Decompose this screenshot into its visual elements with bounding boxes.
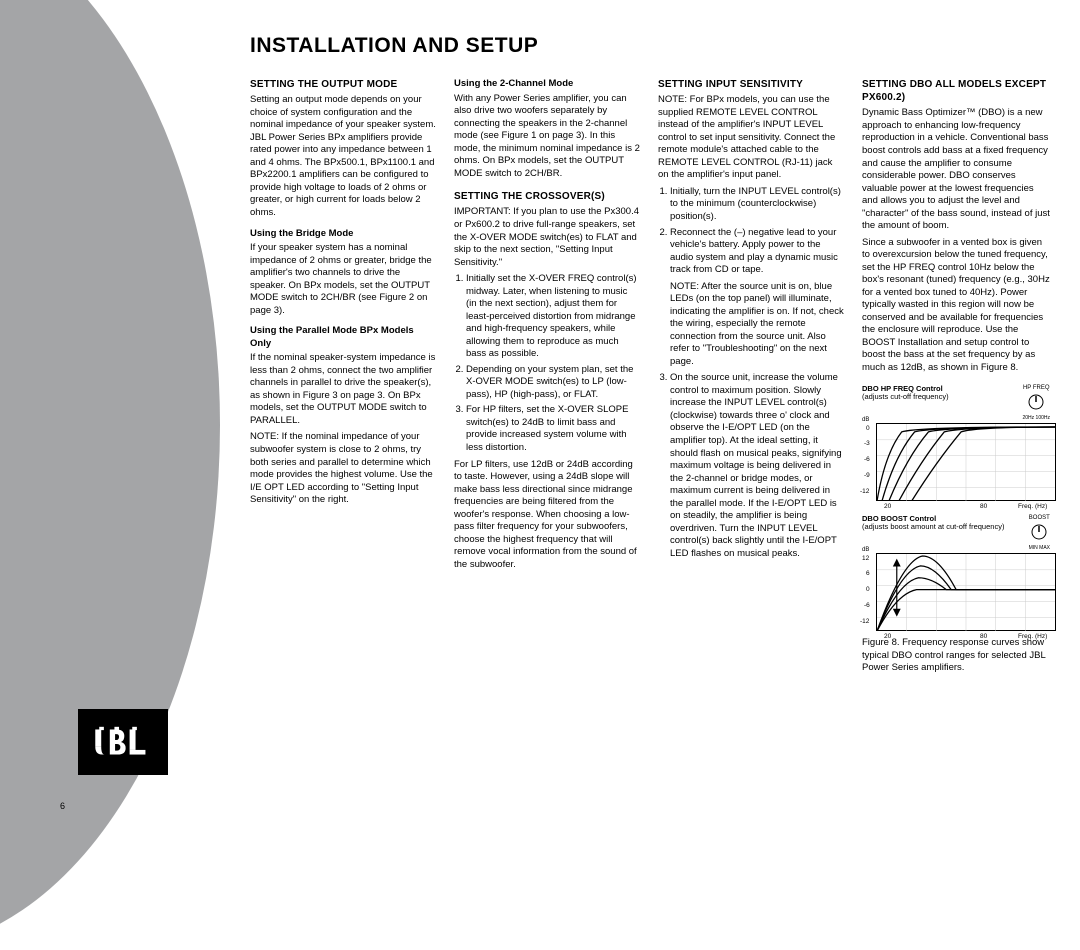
fig2-knob-label: BOOST	[1029, 515, 1050, 522]
para: Dynamic Bass Optimizer™ (DBO) is a new a…	[862, 107, 1050, 232]
heading-dbo: SETTING DBO ALL MODELS EXCEPT PX600.2)	[862, 78, 1050, 104]
ytick: 12	[862, 555, 869, 563]
para: With any Power Series amplifier, you can…	[454, 93, 640, 181]
para: For LP filters, use 12dB or 24dB accordi…	[454, 459, 640, 572]
columns: SETTING THE OUTPUT MODE Setting an outpu…	[250, 78, 1050, 678]
xtick: 20	[884, 503, 891, 511]
fig1-header: DBO HP FREQ Control (adjusts cut-off fre…	[862, 385, 1050, 421]
para: NOTE: After the source unit is on, blue …	[670, 281, 844, 369]
chart-boost	[876, 553, 1056, 631]
list-item: Initially, turn the INPUT LEVEL control(…	[670, 186, 844, 224]
ytick: 0	[866, 425, 870, 433]
ytick: -6	[864, 456, 870, 464]
list-item: Reconnect the (–) negative lead to your …	[670, 227, 844, 277]
knob-icon	[1026, 392, 1046, 412]
ytick: -9	[864, 472, 870, 480]
heading-crossover: SETTING THE CROSSOVER(S)	[454, 190, 640, 203]
ytick: -3	[864, 440, 870, 448]
background-arc	[0, 0, 220, 950]
figure-caption: Figure 8. Frequency response curves show…	[862, 637, 1050, 674]
heading-input-sens: SETTING INPUT SENSITIVITY	[658, 78, 844, 91]
knob-icon	[1029, 522, 1049, 542]
para: IMPORTANT: If you plan to use the Px300.…	[454, 206, 640, 269]
heading-parallel: Using the Parallel Mode BPx Models Only	[250, 325, 436, 350]
column-3: SETTING INPUT SENSITIVITY NOTE: For BPx …	[658, 78, 844, 678]
ytick: 6	[866, 570, 870, 578]
list-item: For HP filters, set the X-OVER SLOPE swi…	[466, 404, 640, 454]
fig2-range: MIN MAX	[1029, 545, 1050, 551]
xlabel: Freq. (Hz)	[1018, 633, 1047, 641]
page-number: 6	[60, 801, 65, 811]
fig1-sub: (adjusts cut-off frequency)	[862, 393, 1016, 401]
column-2: Using the 2-Channel Mode With any Power …	[454, 78, 640, 678]
jbl-logo	[78, 709, 168, 775]
ytick: -12	[860, 618, 869, 626]
chart-hpfreq	[876, 423, 1056, 501]
input-steps-b: On the source unit, increase the volume …	[658, 372, 844, 560]
fig2-header: DBO BOOST Control (adjusts boost amount …	[862, 515, 1050, 551]
para: If your speaker system has a nominal imp…	[250, 242, 436, 317]
list-item: Depending on your system plan, set the X…	[466, 364, 640, 402]
ytick: 0	[866, 586, 870, 594]
list-item: On the source unit, increase the volume …	[670, 372, 844, 560]
xtick: 80	[980, 503, 987, 511]
para: NOTE: If the nominal impedance of your s…	[250, 431, 436, 506]
ytick: -12	[860, 488, 869, 496]
xtick: 20	[884, 633, 891, 641]
para: NOTE: For BPx models, you can use the su…	[658, 94, 844, 182]
fig1-range: 20Hz 100Hz	[1022, 415, 1050, 421]
column-1: SETTING THE OUTPUT MODE Setting an outpu…	[250, 78, 436, 678]
page-content: INSTALLATION AND SETUP SETTING THE OUTPU…	[250, 34, 1050, 678]
crossover-steps: Initially set the X-OVER FREQ control(s)…	[454, 273, 640, 454]
y-unit: dB	[862, 547, 869, 554]
heading-output-mode: SETTING THE OUTPUT MODE	[250, 78, 436, 91]
column-4: SETTING DBO ALL MODELS EXCEPT PX600.2) D…	[862, 78, 1050, 678]
para: Since a subwoofer in a vented box is giv…	[862, 237, 1050, 375]
heading-bridge: Using the Bridge Mode	[250, 228, 436, 241]
xtick: 80	[980, 633, 987, 641]
figure-8: DBO HP FREQ Control (adjusts cut-off fre…	[862, 385, 1050, 675]
main-title: INSTALLATION AND SETUP	[250, 34, 1050, 58]
xlabel: Freq. (Hz)	[1018, 503, 1047, 511]
y-unit: dB	[862, 417, 869, 424]
ytick: -6	[864, 602, 870, 610]
list-item: Initially set the X-OVER FREQ control(s)…	[466, 273, 640, 361]
input-steps-a: Initially, turn the INPUT LEVEL control(…	[658, 186, 844, 277]
fig1-knob-label: HP FREQ	[1022, 385, 1050, 392]
para: Setting an output mode depends on your c…	[250, 94, 436, 219]
para: If the nominal speaker-system impedance …	[250, 352, 436, 427]
heading-2ch: Using the 2-Channel Mode	[454, 78, 640, 91]
fig2-sub: (adjusts boost amount at cut-off frequen…	[862, 523, 1023, 531]
